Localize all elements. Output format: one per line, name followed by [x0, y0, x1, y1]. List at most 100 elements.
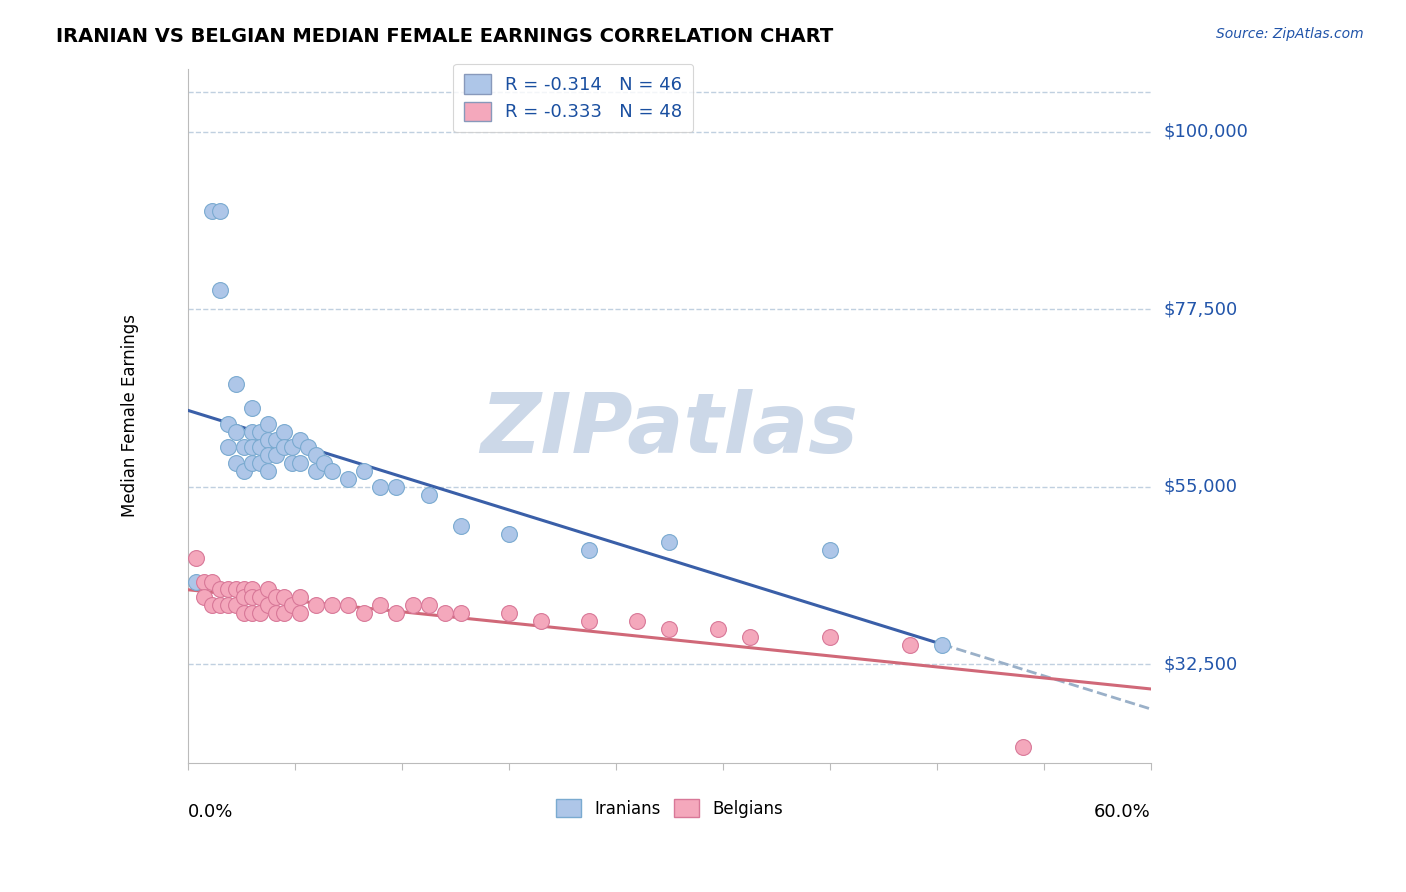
Point: [257, 582, 280, 597]
Point: [233, 606, 256, 620]
Point: [898, 638, 921, 652]
Point: [257, 448, 280, 462]
Point: [931, 638, 953, 652]
Point: [1011, 740, 1033, 755]
Point: [225, 456, 247, 470]
Point: [184, 550, 207, 565]
Point: [273, 441, 295, 455]
Point: [498, 606, 520, 620]
Point: [321, 464, 343, 478]
Point: [433, 606, 456, 620]
Point: [818, 543, 841, 558]
Point: [337, 599, 360, 613]
Point: [530, 614, 553, 628]
Point: [201, 203, 224, 218]
Point: [273, 606, 295, 620]
Point: [225, 582, 247, 597]
Point: [281, 456, 304, 470]
Point: [240, 591, 263, 605]
Point: [249, 591, 271, 605]
Point: [273, 591, 295, 605]
Point: [337, 472, 360, 486]
Point: [240, 582, 263, 597]
Point: [297, 441, 319, 455]
Text: IRANIAN VS BELGIAN MEDIAN FEMALE EARNINGS CORRELATION CHART: IRANIAN VS BELGIAN MEDIAN FEMALE EARNING…: [56, 27, 834, 45]
Point: [217, 441, 239, 455]
Point: [264, 448, 287, 462]
Text: Source: ZipAtlas.com: Source: ZipAtlas.com: [1216, 27, 1364, 41]
Point: [225, 425, 247, 439]
Text: $100,000: $100,000: [1164, 123, 1249, 141]
Point: [264, 433, 287, 447]
Point: [193, 591, 215, 605]
Point: [217, 599, 239, 613]
Point: [288, 591, 311, 605]
Point: [257, 599, 280, 613]
Point: [706, 622, 728, 636]
Text: Median Female Earnings: Median Female Earnings: [121, 314, 139, 517]
Point: [450, 606, 472, 620]
Point: [208, 582, 231, 597]
Point: [578, 614, 600, 628]
Point: [217, 582, 239, 597]
Point: [249, 606, 271, 620]
Point: [217, 417, 239, 431]
Point: [321, 599, 343, 613]
Point: [240, 425, 263, 439]
Text: 60.0%: 60.0%: [1094, 803, 1152, 821]
Point: [273, 425, 295, 439]
Point: [314, 456, 336, 470]
Point: [225, 599, 247, 613]
Point: [288, 606, 311, 620]
Point: [450, 519, 472, 533]
Point: [305, 599, 328, 613]
Point: [353, 606, 375, 620]
Point: [257, 464, 280, 478]
Point: [225, 377, 247, 392]
Point: [658, 622, 681, 636]
Point: [193, 574, 215, 589]
Point: [353, 464, 375, 478]
Point: [240, 606, 263, 620]
Point: [288, 456, 311, 470]
Text: ZIPatlas: ZIPatlas: [481, 389, 858, 470]
Point: [738, 630, 761, 644]
Point: [281, 441, 304, 455]
Point: [249, 441, 271, 455]
Point: [201, 599, 224, 613]
Point: [233, 591, 256, 605]
Point: [240, 401, 263, 415]
Point: [249, 456, 271, 470]
Point: [288, 433, 311, 447]
Point: [233, 582, 256, 597]
Point: [233, 441, 256, 455]
Text: $55,000: $55,000: [1164, 478, 1237, 496]
Point: [208, 283, 231, 297]
Point: [257, 433, 280, 447]
Legend: Iranians, Belgians: Iranians, Belgians: [550, 793, 790, 824]
Point: [264, 606, 287, 620]
Point: [818, 630, 841, 644]
Point: [418, 599, 440, 613]
Point: [385, 480, 408, 494]
Point: [257, 417, 280, 431]
Point: [385, 606, 408, 620]
Point: [240, 456, 263, 470]
Point: [418, 488, 440, 502]
Point: [578, 543, 600, 558]
Point: [208, 599, 231, 613]
Text: $77,500: $77,500: [1164, 301, 1239, 318]
Point: [305, 464, 328, 478]
Point: [401, 599, 423, 613]
Point: [240, 441, 263, 455]
Point: [208, 203, 231, 218]
Point: [658, 535, 681, 549]
Point: [370, 480, 392, 494]
Point: [201, 574, 224, 589]
Point: [498, 527, 520, 541]
Point: [370, 599, 392, 613]
Text: $32,500: $32,500: [1164, 656, 1239, 673]
Text: 0.0%: 0.0%: [188, 803, 233, 821]
Point: [281, 599, 304, 613]
Point: [233, 464, 256, 478]
